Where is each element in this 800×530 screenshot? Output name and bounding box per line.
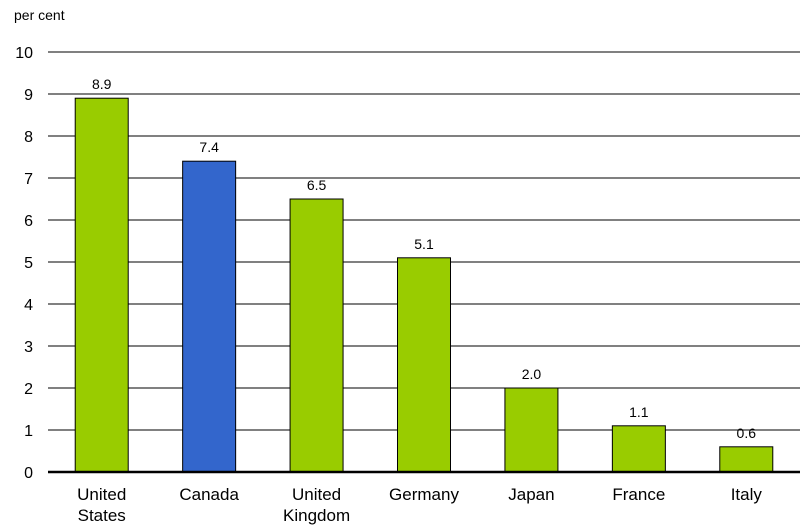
y-tick-label: 0	[24, 465, 33, 482]
x-category-line: Japan	[508, 485, 554, 504]
x-category-line: Kingdom	[283, 506, 350, 525]
y-tick-label: 5	[24, 255, 33, 272]
x-category-line: Italy	[731, 485, 763, 504]
x-category-line: France	[612, 485, 665, 504]
bar	[504, 387, 559, 473]
bars	[74, 97, 774, 473]
x-category-label: Japan	[508, 485, 554, 504]
x-category-line: United	[77, 485, 126, 504]
y-tick-label: 10	[15, 45, 33, 62]
x-category-label: United States	[77, 485, 126, 525]
y-axis-ticks: 0 1 2 3 4 5 6 7 8 9 10	[15, 45, 33, 482]
bar	[719, 446, 774, 473]
value-labels: 8.9 7.4 6.5 5.1 2.0 1.1 0.6	[92, 76, 756, 441]
x-axis-labels: United States Canada United Kingdom Germany Ja…	[77, 485, 762, 525]
x-category-line: United	[292, 485, 341, 504]
value-label: 0.6	[737, 425, 757, 441]
x-category-line: Canada	[179, 485, 239, 504]
bar	[397, 257, 451, 473]
x-category-label: United Kingdom	[283, 485, 350, 525]
y-tick-label: 4	[24, 297, 33, 314]
bar	[611, 425, 666, 473]
x-category-line: States	[78, 506, 126, 525]
value-label: 6.5	[307, 177, 327, 193]
y-tick-label: 3	[24, 339, 33, 356]
value-label: 1.1	[629, 404, 649, 420]
value-label: 7.4	[199, 139, 219, 155]
bar	[289, 198, 344, 473]
y-tick-label: 9	[24, 87, 33, 104]
bar	[74, 97, 129, 473]
value-label: 5.1	[414, 236, 434, 252]
y-tick-label: 8	[24, 129, 33, 146]
bar	[182, 160, 237, 473]
value-label: 2.0	[522, 366, 542, 382]
x-category-label: Germany	[389, 485, 459, 504]
y-tick-label: 1	[24, 423, 33, 440]
value-label: 8.9	[92, 76, 112, 92]
x-category-line: Germany	[389, 485, 459, 504]
y-tick-label: 7	[24, 171, 33, 188]
x-category-label: Canada	[179, 485, 239, 504]
y-tick-label: 6	[24, 213, 33, 230]
x-category-label: Italy	[731, 485, 763, 504]
y-axis-label: per cent	[14, 7, 65, 23]
y-tick-label: 2	[24, 381, 33, 398]
x-category-label: France	[612, 485, 665, 504]
